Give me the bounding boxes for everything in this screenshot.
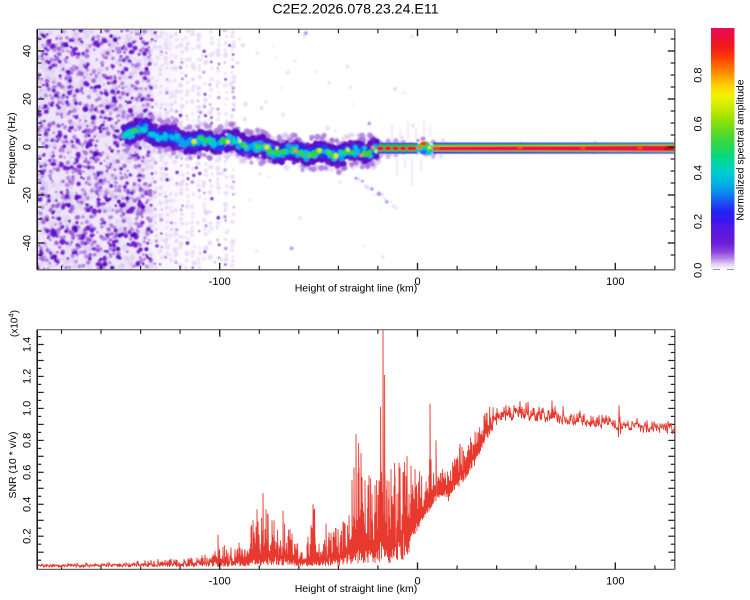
svg-text:100: 100 xyxy=(606,575,624,587)
svg-text:1.0: 1.0 xyxy=(21,401,33,416)
svg-text:0.2: 0.2 xyxy=(693,214,705,229)
svg-text:SNR (10 * v/v): SNR (10 * v/v) xyxy=(7,431,19,498)
svg-text:1.2: 1.2 xyxy=(21,369,33,384)
svg-text:20: 20 xyxy=(21,93,33,105)
svg-text:0.0: 0.0 xyxy=(693,263,705,278)
svg-text:0: 0 xyxy=(414,276,420,288)
svg-text:0: 0 xyxy=(21,144,33,150)
svg-text:C2E2.2026.078.23.24.E11: C2E2.2026.078.23.24.E11 xyxy=(272,2,438,18)
svg-text:0.4: 0.4 xyxy=(21,497,33,512)
svg-text:0: 0 xyxy=(414,575,420,587)
svg-text:0.8: 0.8 xyxy=(693,67,705,82)
svg-text:100: 100 xyxy=(606,276,624,288)
svg-text:Height of straight line (km): Height of straight line (km) xyxy=(295,283,418,295)
svg-text:0.8: 0.8 xyxy=(21,433,33,448)
svg-text:40: 40 xyxy=(21,45,33,57)
svg-text:Height of straight line (km): Height of straight line (km) xyxy=(295,583,418,595)
svg-text:0.6: 0.6 xyxy=(693,116,705,131)
svg-text:0.4: 0.4 xyxy=(693,165,705,180)
svg-text:-100: -100 xyxy=(209,276,231,288)
svg-text:1.4: 1.4 xyxy=(21,337,33,352)
svg-text:0.6: 0.6 xyxy=(21,465,33,480)
svg-text:-100: -100 xyxy=(209,575,231,587)
svg-text:(x104): (x104) xyxy=(7,310,21,337)
svg-text:-40: -40 xyxy=(21,235,33,251)
svg-text:0.2: 0.2 xyxy=(21,529,33,544)
svg-text:Frequency (Hz): Frequency (Hz) xyxy=(6,112,18,184)
svg-text:Normalized spectral amplitude: Normalized spectral amplitude xyxy=(735,79,747,220)
svg-text:-20: -20 xyxy=(21,187,33,203)
